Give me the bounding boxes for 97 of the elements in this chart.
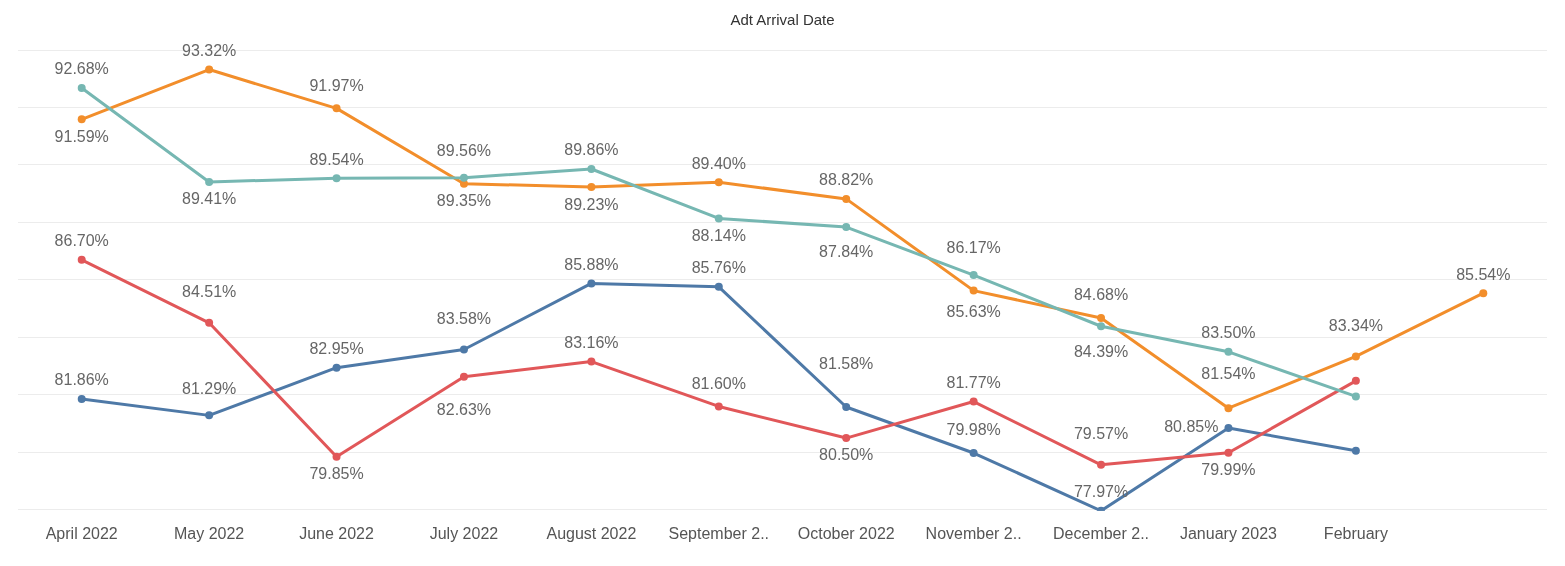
point	[714, 282, 723, 291]
x-tick-label: May 2022	[173, 524, 245, 542]
data-label: 84.68%	[1073, 286, 1129, 304]
point	[459, 173, 468, 182]
point	[969, 271, 978, 280]
point	[587, 183, 596, 192]
point	[1351, 392, 1360, 401]
data-label: 85.63%	[946, 303, 1001, 321]
x-tick-label: January 2023	[1179, 524, 1278, 542]
data-label: 91.97%	[309, 76, 364, 94]
point	[1224, 404, 1233, 413]
data-label: 83.16%	[564, 334, 619, 352]
point	[1224, 347, 1233, 356]
point	[459, 345, 468, 354]
data-label: 89.23%	[564, 195, 619, 213]
x-tick-label: June 2022	[299, 524, 375, 542]
data-label: 89.54%	[309, 150, 364, 168]
data-label: 88.82%	[819, 171, 874, 189]
data-label: 86.70%	[54, 232, 109, 250]
data-label: 84.51%	[181, 283, 237, 301]
point	[77, 394, 86, 403]
point	[587, 165, 596, 174]
data-label: 79.98%	[946, 421, 1001, 439]
point	[1351, 376, 1360, 385]
data-label: 83.34%	[1328, 316, 1384, 334]
data-label: 77.97%	[1073, 483, 1129, 501]
data-label: 85.88%	[564, 255, 619, 273]
point	[1097, 313, 1106, 322]
data-label: 89.56%	[436, 142, 492, 160]
point	[969, 449, 978, 458]
point	[714, 214, 723, 223]
point	[332, 174, 341, 183]
x-tick-label: October 2022	[797, 524, 895, 542]
point	[1224, 424, 1233, 433]
point	[969, 397, 978, 406]
data-label: 82.63%	[436, 401, 492, 419]
point	[1351, 352, 1360, 361]
data-label: 80.85%	[1164, 418, 1219, 436]
point	[714, 402, 723, 411]
x-tick-label: August 2022	[546, 524, 637, 542]
point	[842, 223, 851, 232]
data-label: 89.41%	[181, 190, 237, 208]
data-label: 85.76%	[691, 259, 746, 277]
point	[714, 178, 723, 187]
data-label: 84.39%	[1073, 342, 1129, 360]
data-label: 79.99%	[1201, 461, 1256, 479]
point	[587, 279, 596, 288]
point	[77, 115, 86, 124]
point	[1097, 460, 1106, 469]
x-tick-label: December 2..	[1053, 524, 1150, 542]
point	[842, 194, 851, 203]
data-label: 89.86%	[564, 141, 619, 159]
point	[1479, 289, 1488, 298]
x-tick-label: July 2022	[429, 524, 499, 542]
data-label: 87.84%	[819, 243, 874, 261]
point	[77, 255, 86, 264]
data-label: 81.58%	[819, 355, 874, 373]
data-label: 81.86%	[54, 371, 109, 389]
point	[332, 104, 341, 113]
x-tick-label: September 2..	[668, 524, 770, 542]
data-label: 80.50%	[819, 446, 874, 464]
point	[459, 372, 468, 381]
data-label: 89.40%	[691, 154, 746, 172]
point	[842, 434, 851, 443]
x-tick-label: November 2..	[925, 524, 1022, 542]
data-label: 81.60%	[691, 374, 746, 392]
point	[332, 363, 341, 372]
data-label: 81.29%	[181, 379, 237, 397]
x-tick-label: February	[1323, 524, 1388, 542]
data-label: 81.77%	[946, 373, 1001, 391]
data-label: 86.17%	[946, 239, 1001, 257]
point	[77, 83, 86, 92]
data-label: 79.57%	[1073, 425, 1129, 443]
point	[1224, 448, 1233, 457]
point	[1097, 322, 1106, 331]
data-label: 82.95%	[309, 340, 364, 358]
data-label: 91.59%	[54, 127, 109, 145]
point	[205, 65, 214, 74]
data-label: 81.54%	[1201, 364, 1256, 382]
chart-title: Adt Arrival Date	[730, 11, 835, 29]
point	[969, 286, 978, 295]
data-label: 83.58%	[436, 309, 492, 327]
data-label: 93.32%	[181, 41, 237, 59]
data-label: 83.50%	[1201, 324, 1256, 342]
data-label: 89.35%	[436, 192, 492, 210]
point	[332, 452, 341, 461]
point	[205, 318, 214, 327]
point	[1351, 446, 1360, 455]
point	[842, 403, 851, 412]
x-tick-label: April 2022	[45, 524, 118, 542]
point	[587, 357, 596, 366]
point	[205, 177, 214, 186]
data-label: 85.54%	[1456, 265, 1511, 283]
data-label: 88.14%	[691, 226, 746, 244]
data-label: 79.85%	[309, 465, 364, 483]
data-label: 92.68%	[54, 60, 109, 78]
point	[205, 411, 214, 420]
